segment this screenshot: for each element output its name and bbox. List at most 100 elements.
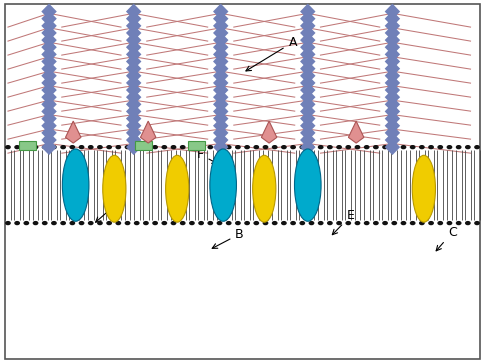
Polygon shape [126, 25, 141, 41]
Polygon shape [300, 32, 315, 48]
Circle shape [235, 145, 241, 149]
Circle shape [226, 221, 231, 225]
Circle shape [161, 221, 167, 225]
Circle shape [115, 145, 121, 149]
Circle shape [437, 145, 442, 149]
Circle shape [253, 145, 258, 149]
Circle shape [437, 221, 442, 225]
Polygon shape [384, 68, 399, 84]
Circle shape [5, 145, 11, 149]
Polygon shape [41, 68, 57, 84]
Polygon shape [41, 32, 57, 48]
Polygon shape [300, 96, 315, 112]
Circle shape [32, 145, 38, 149]
Ellipse shape [165, 155, 188, 222]
Polygon shape [384, 25, 399, 41]
Polygon shape [212, 139, 228, 155]
Polygon shape [212, 11, 228, 26]
Circle shape [280, 221, 286, 225]
Polygon shape [300, 111, 315, 127]
Circle shape [97, 145, 103, 149]
Circle shape [243, 221, 249, 225]
Circle shape [198, 221, 204, 225]
Polygon shape [212, 118, 228, 134]
Text: D: D [95, 195, 124, 222]
Polygon shape [41, 125, 57, 141]
Circle shape [326, 221, 332, 225]
Polygon shape [212, 25, 228, 41]
Circle shape [391, 221, 396, 225]
Circle shape [363, 145, 369, 149]
Circle shape [69, 221, 75, 225]
Polygon shape [41, 96, 57, 112]
Circle shape [299, 221, 304, 225]
Circle shape [464, 221, 470, 225]
Polygon shape [300, 82, 315, 98]
Polygon shape [41, 18, 57, 34]
Polygon shape [41, 46, 57, 62]
Circle shape [326, 145, 332, 149]
Circle shape [124, 145, 130, 149]
Polygon shape [126, 82, 141, 98]
Polygon shape [384, 75, 399, 91]
Circle shape [308, 145, 314, 149]
Polygon shape [41, 139, 57, 155]
Circle shape [5, 221, 11, 225]
Circle shape [317, 145, 323, 149]
Circle shape [143, 145, 149, 149]
Ellipse shape [411, 155, 435, 222]
Circle shape [372, 145, 378, 149]
Circle shape [216, 145, 222, 149]
Polygon shape [126, 32, 141, 48]
Polygon shape [212, 132, 228, 148]
Circle shape [372, 221, 378, 225]
Polygon shape [300, 4, 315, 20]
Circle shape [473, 145, 479, 149]
Polygon shape [126, 75, 141, 91]
Circle shape [235, 221, 241, 225]
Ellipse shape [103, 155, 126, 222]
Circle shape [354, 221, 360, 225]
Polygon shape [384, 139, 399, 155]
Polygon shape [126, 68, 141, 84]
Polygon shape [126, 125, 141, 141]
Polygon shape [384, 54, 399, 69]
Polygon shape [348, 121, 363, 143]
Polygon shape [384, 132, 399, 148]
Polygon shape [126, 54, 141, 69]
Polygon shape [384, 125, 399, 141]
Circle shape [280, 145, 286, 149]
Polygon shape [300, 11, 315, 26]
Circle shape [23, 145, 29, 149]
Polygon shape [261, 121, 276, 143]
Polygon shape [126, 89, 141, 105]
Polygon shape [384, 32, 399, 48]
Polygon shape [384, 118, 399, 134]
Polygon shape [65, 121, 81, 143]
Polygon shape [212, 18, 228, 34]
FancyBboxPatch shape [187, 140, 205, 150]
Circle shape [427, 221, 433, 225]
Polygon shape [212, 54, 228, 69]
Ellipse shape [210, 149, 236, 221]
Circle shape [455, 145, 461, 149]
Polygon shape [300, 132, 315, 148]
Circle shape [289, 145, 295, 149]
Circle shape [418, 221, 424, 225]
Circle shape [409, 145, 415, 149]
Polygon shape [41, 4, 57, 20]
Circle shape [409, 221, 415, 225]
Polygon shape [212, 82, 228, 98]
Circle shape [289, 221, 295, 225]
Circle shape [253, 221, 258, 225]
Polygon shape [126, 46, 141, 62]
Polygon shape [300, 89, 315, 105]
Polygon shape [300, 18, 315, 34]
Text: B: B [212, 228, 243, 248]
Circle shape [262, 221, 268, 225]
Circle shape [152, 145, 158, 149]
Circle shape [170, 221, 176, 225]
Polygon shape [212, 39, 228, 55]
Circle shape [14, 145, 20, 149]
Circle shape [317, 221, 323, 225]
